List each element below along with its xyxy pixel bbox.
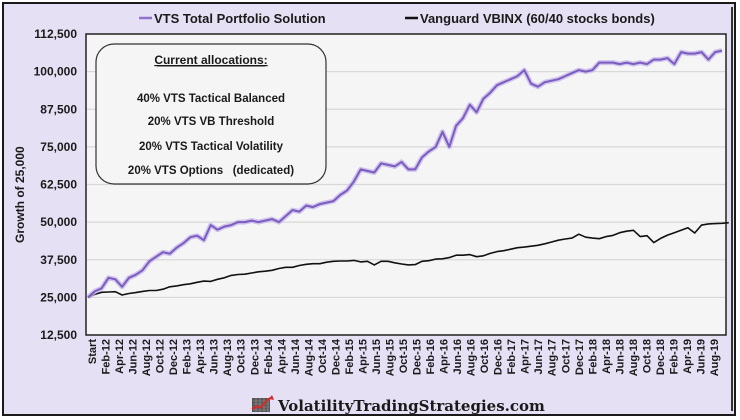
y-tick-label: 87,500 [40,102,77,116]
x-tick-label: Aug-12 [141,339,153,376]
y-tick-label: 50,000 [40,215,77,229]
x-tick-label: Jun-15 [371,339,383,374]
x-tick-label: Jun-17 [533,339,545,374]
x-tick-label: Feb-18 [587,339,599,374]
x-tick-label: Oct-12 [155,339,167,373]
x-tick-label: Feb-14 [263,338,275,374]
x-tick-label: Feb-16 [425,339,437,374]
x-tick-label: Apr-13 [195,339,207,374]
x-tick-label: Oct-16 [479,339,491,373]
series-line-vbinx [87,221,729,299]
x-tick-label: Apr-14 [276,338,288,374]
legend-item-vbinx: Vanguard VBINX (60/40 stocks bonds) [405,11,655,26]
x-tick-label: Dec-18 [655,339,667,375]
x-tick-label: Apr-16 [439,339,451,374]
x-tick-label: Jun-19 [695,339,707,374]
x-tick-label: Feb-15 [344,339,356,374]
legend-item-vts: VTS Total Portfolio Solution [139,11,326,26]
x-tick-label: Jun-12 [128,339,140,374]
chart-frame-inner [9,7,733,411]
series-line-vts [87,49,723,299]
x-tick-label: Apr-18 [601,339,613,374]
footer: VolatilityTradingStrategies.com [251,395,545,415]
y-tick-label: 12,500 [40,328,77,342]
x-tick-label: Dec-12 [168,339,180,375]
x-tick-label: Oct-14 [317,338,329,373]
allocations-title: Current allocations: [154,53,267,67]
x-axis-ticks: Start Feb-12 Apr-12 Jun-12 Aug-12 Oct-12 Dec-1… [87,338,721,376]
x-tick-label: Aug-16 [466,339,478,376]
x-tick-label: Dec-13 [249,339,261,375]
x-tick-label: Aug-19 [709,339,721,376]
y-tick-label: 25,000 [40,290,77,304]
x-tick-label: Aug-14 [303,338,315,376]
x-tick-label: Aug-18 [628,339,640,376]
y-tick-label: 112,500 [34,27,77,41]
x-tick-label: Dec-14 [330,338,342,375]
x-tick-label: Jun-13 [209,339,221,374]
x-tick-label: Jun-16 [452,339,464,374]
y-tick-label: 75,000 [40,140,77,154]
x-tick-label: Dec-17 [574,339,586,375]
series-lines [86,48,729,300]
legend-label-vts: VTS Total Portfolio Solution [154,11,326,26]
allocation-item: 20% VTS Tactical Volatility [139,141,284,153]
allocation-item: 20% VTS Options (dedicated) [128,165,294,177]
y-tick-label: 62,500 [40,178,77,192]
x-tick-label: Start [87,339,99,364]
footer-site-name: VolatilityTradingStrategies.com [277,397,545,415]
gridlines [87,71,725,298]
x-tick-label: Aug-13 [222,339,234,376]
x-tick-label: Dec-15 [412,339,424,375]
x-tick-label: Dec-16 [493,339,505,375]
x-tick-label: Apr-19 [682,339,694,374]
y-axis-ticks: 12,500 25,000 37,500 50,000 62,500 75,000 87,5… [34,27,78,342]
x-tick-label: Oct-17 [560,339,572,373]
x-tick-label: Feb-12 [101,339,113,374]
y-tick-label: 100,000 [34,65,78,79]
allocations-box-border [95,43,327,185]
allocation-item: 40% VTS Tactical Balanced [137,93,285,105]
x-tick-label: Apr-12 [114,339,126,374]
x-tick-label: Oct-18 [641,339,653,373]
x-tick-label: Aug-17 [547,339,559,376]
x-tick-label: Jun-14 [290,338,302,374]
chart-logo-icon [251,395,274,412]
legend-label-vbinx: Vanguard VBINX (60/40 stocks bonds) [420,11,655,26]
x-tick-label: Jun-18 [614,339,626,374]
x-tick-label: Feb-17 [506,339,518,374]
x-tick-label: Oct-15 [398,339,410,373]
x-tick-label: Apr-15 [357,339,369,374]
x-tick-label: Feb-13 [182,339,194,374]
x-tick-label: Aug-15 [384,339,396,376]
allocations-box: Current allocations: 40% VTS Tactical Ba… [95,43,327,185]
legend: VTS Total Portfolio Solution Vanguard VB… [139,11,655,26]
y-axis-label: Growth of 25,000 [13,146,27,243]
x-tick-label: Feb-19 [668,339,680,374]
allocation-item: 20% VTS VB Threshold [148,116,275,128]
x-tick-label: Oct-13 [236,339,248,373]
y-tick-label: 37,500 [40,253,77,267]
x-tick-label: Apr-17 [520,339,532,374]
